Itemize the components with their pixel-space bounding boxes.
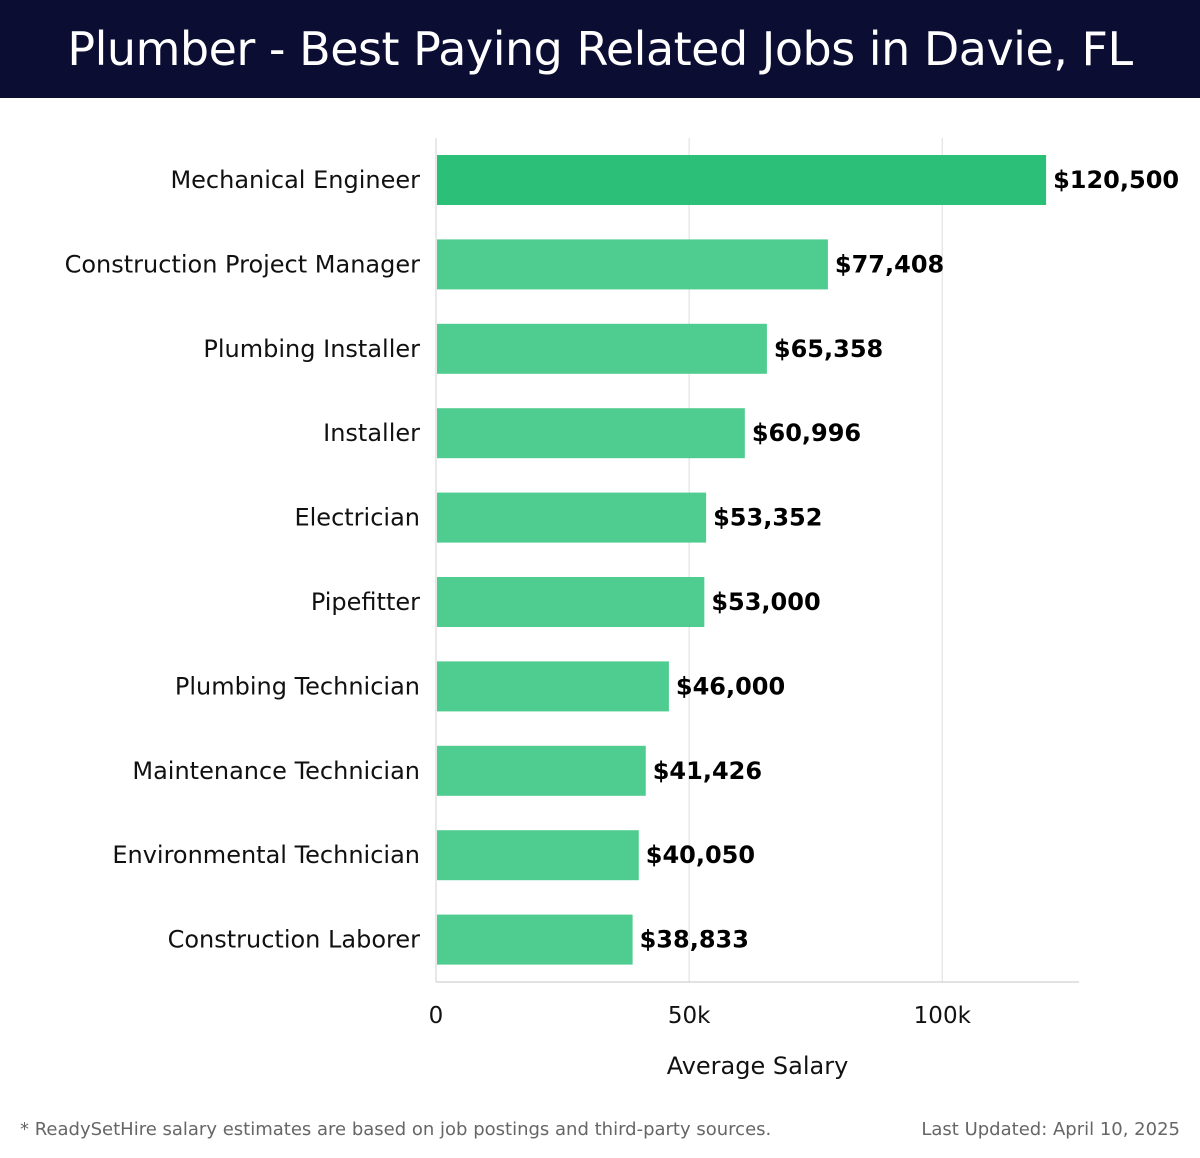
value-label: $60,996	[752, 419, 861, 447]
x-tick-label: 50k	[668, 1003, 711, 1029]
value-label: $46,000	[676, 672, 785, 700]
bar	[437, 830, 639, 881]
footer-note: * ReadySetHire salary estimates are base…	[20, 1119, 772, 1140]
value-label: $77,408	[835, 250, 944, 278]
category-label: Plumbing Technician	[175, 672, 420, 700]
value-label: $41,426	[653, 757, 762, 785]
chart-header: Plumber - Best Paying Related Jobs in Da…	[0, 0, 1200, 98]
category-label: Construction Laborer	[168, 926, 421, 954]
bar	[437, 323, 767, 374]
category-label: Pipefitter	[311, 588, 420, 616]
category-label: Environmental Technician	[112, 841, 420, 869]
bar	[437, 577, 705, 627]
value-label: $53,000	[711, 588, 820, 616]
x-axis-title: Average Salary	[667, 1052, 849, 1080]
bar	[437, 408, 745, 459]
category-label: Installer	[323, 419, 420, 447]
category-label: Maintenance Technician	[132, 757, 420, 785]
bar	[437, 914, 633, 965]
x-tick-label: 0	[429, 1003, 444, 1029]
chart-title: Plumber - Best Paying Related Jobs in Da…	[67, 22, 1133, 76]
value-label: $53,352	[713, 504, 822, 532]
bar	[437, 661, 669, 712]
category-label: Construction Project Manager	[65, 250, 421, 278]
category-label: Mechanical Engineer	[170, 166, 420, 194]
bar	[437, 155, 1047, 205]
bar	[437, 492, 707, 543]
value-label: $40,050	[646, 841, 755, 869]
value-label: $120,500	[1053, 166, 1179, 194]
value-label: $65,358	[774, 335, 883, 363]
last-updated: Last Updated: April 10, 2025	[921, 1119, 1180, 1140]
x-tick-label: 100k	[914, 1003, 972, 1029]
bar	[437, 745, 646, 796]
category-label: Electrician	[294, 504, 420, 532]
category-label: Plumbing Installer	[203, 335, 420, 363]
value-label: $38,833	[640, 926, 749, 954]
bar	[437, 239, 828, 290]
